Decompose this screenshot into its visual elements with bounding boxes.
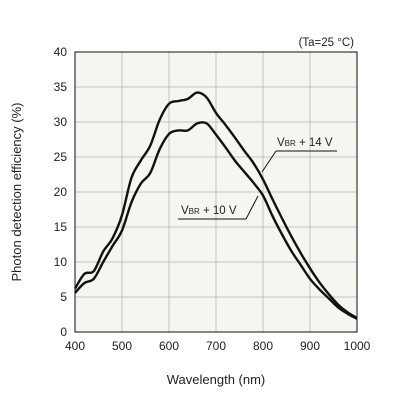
series-label-14v-leader: [261, 150, 277, 173]
y-tick-label-30: 30: [54, 115, 68, 129]
series-label-10v-leader: [245, 195, 259, 220]
y-tick-label-35: 35: [54, 80, 68, 94]
series-label-10v: VBR + 10 V: [181, 205, 237, 217]
y-tick-label-20: 20: [54, 185, 68, 199]
series-label-10v-main: V: [181, 205, 189, 217]
y-axis-label: Photon detection efficiency (%): [9, 103, 24, 282]
plot-frame: [74, 51, 358, 333]
y-tick-label-0: 0: [60, 325, 67, 339]
series-line-vbr-14v: [73, 91, 358, 320]
series-line-vbr-10v: [74, 121, 358, 320]
x-tick-label-700: 700: [206, 339, 226, 353]
series-label-10v-sub: BR: [189, 207, 200, 216]
series-label-10v-rest: + 10 V: [200, 205, 237, 217]
series-label-14v-sub: BR: [285, 139, 296, 148]
y-tick-label-40: 40: [54, 45, 68, 59]
tick-labels: 400 500 600 700 800 900 1000 0 5 10 15 20 25 30 35 40: [54, 45, 371, 353]
y-tick-label-5: 5: [60, 290, 67, 304]
x-tick-label-500: 500: [112, 339, 132, 353]
x-tick-label-600: 600: [159, 339, 179, 353]
x-tick-label-400: 400: [65, 339, 85, 353]
y-tick-label-25: 25: [54, 150, 68, 164]
series-label-14v: VBR + 14 V: [277, 137, 333, 149]
x-tick-label-1000: 1000: [344, 339, 371, 353]
series-layer: [73, 91, 358, 320]
series-label-14v-main: V: [277, 137, 285, 149]
x-tick-label-800: 800: [253, 339, 273, 353]
annotation-temperature: (Ta=25 °C): [299, 37, 355, 49]
y-tick-label-15: 15: [54, 220, 68, 234]
series-label-14v-rest: + 14 V: [296, 137, 333, 149]
x-axis-label: Wavelength (nm): [167, 372, 266, 387]
y-tick-label-10: 10: [54, 255, 68, 269]
x-tick-label-900: 900: [300, 339, 320, 353]
